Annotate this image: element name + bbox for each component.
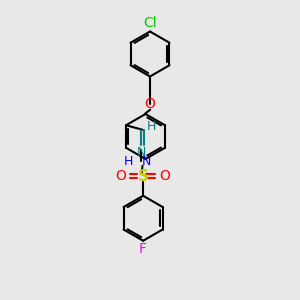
Text: S: S bbox=[138, 169, 148, 184]
Text: Cl: Cl bbox=[143, 16, 157, 30]
Text: H: H bbox=[147, 120, 156, 133]
Text: N: N bbox=[142, 155, 151, 168]
Text: O: O bbox=[145, 98, 155, 111]
Text: O: O bbox=[115, 169, 126, 183]
Text: F: F bbox=[139, 242, 147, 256]
Text: N: N bbox=[136, 146, 146, 159]
Text: H: H bbox=[124, 155, 134, 168]
Text: O: O bbox=[160, 169, 170, 183]
